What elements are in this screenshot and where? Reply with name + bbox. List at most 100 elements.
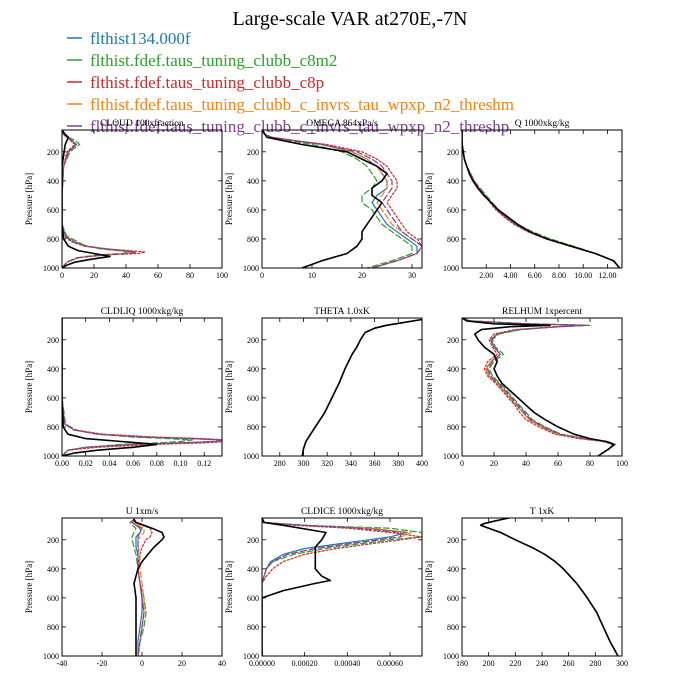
series-line-4	[480, 518, 619, 656]
x-tick-label: 30	[408, 271, 416, 280]
y-tick-label: 600	[447, 594, 459, 603]
series-line-1	[262, 518, 422, 656]
y-tick-label: 800	[447, 423, 459, 432]
series-line-3	[480, 518, 619, 656]
y-tick-label: 1000	[43, 652, 59, 661]
y-tick-label: 200	[47, 336, 59, 345]
y-tick-label: 400	[447, 177, 459, 186]
x-tick-label: 0.10	[174, 459, 188, 468]
y-tick-label: 200	[447, 336, 459, 345]
y-tick-label: 800	[247, 623, 259, 632]
x-tick-label: 320	[321, 459, 333, 468]
y-tick-label: 400	[47, 565, 59, 574]
series-line-2	[62, 318, 222, 456]
y-tick-label: 400	[247, 365, 259, 374]
x-tick-label: 380	[392, 459, 404, 468]
x-tick-label: 0.00000	[249, 659, 275, 668]
legend-entry: flthist.fdef.taus_tuning_clubb_c_invrs_t…	[90, 117, 509, 136]
x-tick-label: 400	[416, 459, 428, 468]
y-axis-label: Pressure [hPa]	[424, 173, 434, 225]
x-tick-label: 0.06	[126, 459, 140, 468]
x-tick-label: 4.00	[503, 271, 517, 280]
panel-title: OMEGA 864xPa/s	[306, 119, 378, 129]
y-axis-label: Pressure [hPa]	[224, 361, 234, 413]
x-tick-label: 0.12	[197, 459, 211, 468]
panel-title: RELHUM 1xpercent	[502, 307, 582, 317]
series-line-2	[301, 318, 422, 456]
series-line-3	[262, 518, 412, 656]
series-line-3	[301, 318, 422, 456]
y-axis-label: Pressure [hPa]	[224, 561, 234, 613]
y-tick-label: 600	[247, 594, 259, 603]
x-tick-label: 280	[589, 659, 601, 668]
x-tick-label: 6.00	[528, 271, 542, 280]
x-tick-label: 0.04	[102, 459, 116, 468]
y-tick-label: 200	[447, 536, 459, 545]
panel-title: CLDICE 1000xkg/kg	[301, 507, 383, 517]
plot-frame	[261, 129, 423, 269]
y-tick-label: 200	[247, 336, 259, 345]
y-tick-label: 1000	[43, 452, 59, 461]
legend-entry: flthist.fdef.taus_tuning_clubb_c8m2	[90, 51, 337, 70]
x-tick-label: 240	[536, 659, 548, 668]
y-tick-label: 1000	[243, 652, 259, 661]
series-line-1	[62, 130, 130, 268]
y-tick-label: 600	[247, 206, 259, 215]
x-tick-label: 10.00	[574, 271, 592, 280]
x-tick-label: 0.02	[79, 459, 93, 468]
legend: flthist134.000f flthist.fdef.taus_tuning_…	[67, 29, 514, 136]
y-tick-label: 600	[47, 394, 59, 403]
x-tick-label: 100	[616, 459, 628, 468]
series-line-1	[462, 130, 621, 268]
x-tick-label: -20	[97, 659, 108, 668]
series-line-4	[131, 518, 145, 656]
series-line-4	[301, 318, 422, 456]
legend-entry: flthist134.000f	[90, 29, 191, 48]
y-tick-label: 200	[247, 536, 259, 545]
panel-title: T 1xK	[530, 507, 555, 517]
series-line-0	[462, 130, 621, 268]
series-line-4	[62, 130, 137, 268]
x-tick-label: 220	[509, 659, 521, 668]
y-tick-label: 800	[47, 235, 59, 244]
series-line-0	[462, 318, 615, 456]
y-tick-label: 200	[47, 148, 59, 157]
plot-frame	[261, 517, 423, 657]
series-line-4	[462, 130, 621, 268]
x-tick-label: 100	[216, 271, 228, 280]
x-tick-label: 40	[522, 459, 530, 468]
y-tick-label: 600	[247, 394, 259, 403]
x-tick-label: 2.00	[479, 271, 493, 280]
y-tick-label: 600	[47, 594, 59, 603]
y-axis-label: Pressure [hPa]	[424, 561, 434, 613]
y-tick-label: 1000	[43, 264, 59, 273]
series-line-5	[479, 518, 619, 656]
y-axis-label: Pressure [hPa]	[24, 561, 34, 613]
panel-7: CLDICE 1000xkg/kg Pressure [hPa] 200 400 600…	[224, 507, 423, 668]
series-line-1	[129, 518, 147, 656]
x-tick-label: 0	[460, 459, 464, 468]
y-tick-label: 1000	[243, 452, 259, 461]
plot-frame	[461, 317, 623, 457]
y-tick-label: 400	[247, 177, 259, 186]
series-line-3	[62, 318, 222, 456]
series-line-5	[262, 130, 388, 268]
x-tick-label: 300	[616, 659, 628, 668]
x-tick-label: 20	[490, 459, 498, 468]
y-tick-label: 200	[247, 148, 259, 157]
series-line-2	[462, 130, 621, 268]
x-tick-label: 80	[186, 271, 194, 280]
x-tick-label: 0	[260, 271, 264, 280]
series-line-5	[301, 318, 422, 456]
series-line-5	[133, 518, 165, 656]
series-line-1	[301, 318, 422, 456]
x-tick-label: 180	[456, 659, 468, 668]
y-axis-label: Pressure [hPa]	[424, 361, 434, 413]
plot-frame	[61, 129, 223, 269]
series-line-5	[462, 130, 621, 268]
panel-3: CLDLIQ 1000xkg/kg Pressure [hPa] 200 400 600…	[24, 307, 223, 468]
series-line-1	[462, 318, 617, 456]
